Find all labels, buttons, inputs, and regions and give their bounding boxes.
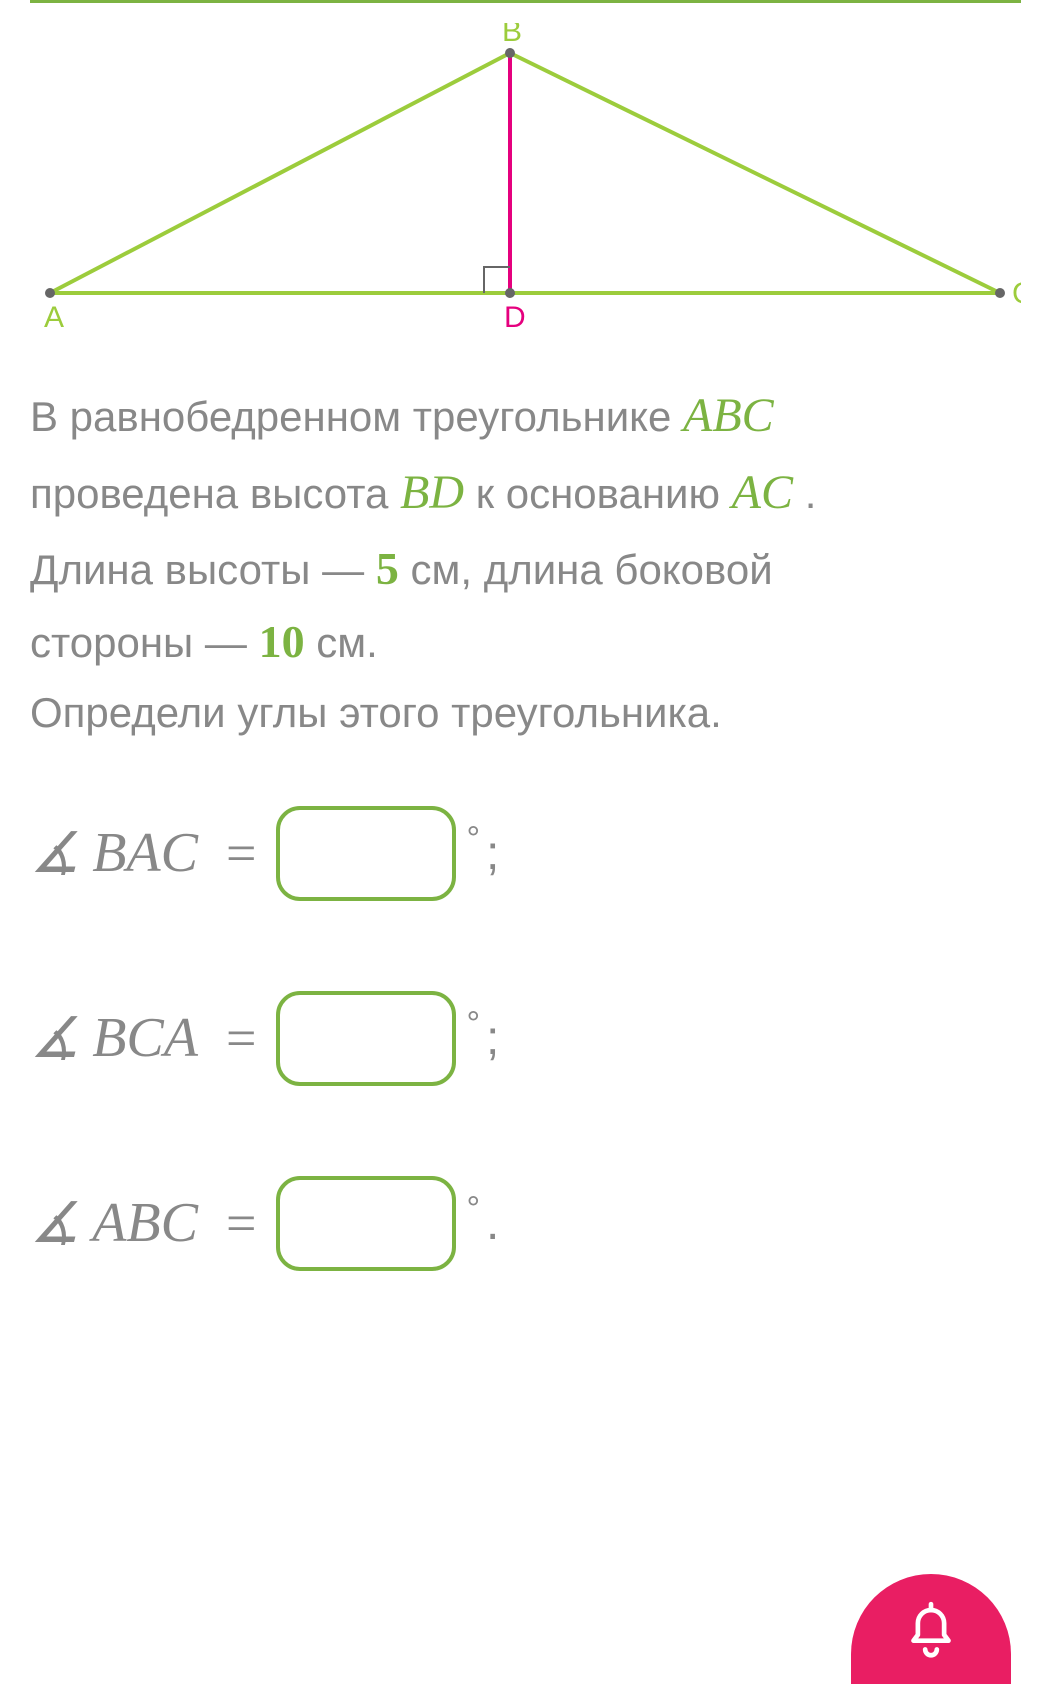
segment-BD: BD: [400, 466, 464, 519]
angle-bac-input[interactable]: [276, 806, 456, 901]
degree-symbol: °: [466, 1005, 480, 1044]
degree-symbol: °: [466, 820, 480, 859]
text-fragment: проведена высота: [30, 470, 400, 517]
problem-statement: В равнобедренном треугольнике ABC провед…: [30, 378, 1021, 746]
answer-row-bca: ∡ BCA = ° ;: [30, 991, 1021, 1086]
side-value: 10: [259, 616, 305, 667]
text-fragment: .: [805, 470, 817, 517]
text-fragment: см, длина боковой: [410, 546, 772, 593]
angle-name-bca: BCA: [92, 1006, 198, 1070]
angle-symbol: ∡: [30, 1191, 80, 1256]
triangle-name-ABC: ABC: [683, 389, 774, 442]
angle-symbol: ∡: [30, 1006, 80, 1071]
angle-bca-input[interactable]: [276, 991, 456, 1086]
triangle-diagram: A B C D: [30, 23, 1021, 338]
punct: ;: [486, 1011, 499, 1066]
answer-row-bac: ∡ BAC = ° ;: [30, 806, 1021, 901]
svg-text:C: C: [1012, 277, 1021, 310]
equals-sign: =: [226, 1007, 256, 1069]
svg-text:A: A: [44, 301, 64, 333]
text-fragment: к основанию: [476, 470, 732, 517]
height-value: 5: [376, 543, 399, 594]
angle-name-bac: BAC: [92, 821, 198, 885]
angle-symbol: ∡: [30, 821, 80, 886]
top-divider: [30, 0, 1021, 3]
geometry-svg: A B C D: [30, 23, 1021, 333]
bell-icon: [896, 1594, 966, 1664]
equals-sign: =: [226, 822, 256, 884]
svg-text:B: B: [502, 23, 522, 48]
notifications-fab[interactable]: [851, 1574, 1011, 1684]
svg-text:D: D: [504, 301, 526, 333]
text-fragment: Определи углы этого треугольника.: [30, 689, 722, 736]
text-fragment: В равнобедренном треугольнике: [30, 393, 683, 440]
angle-abc-input[interactable]: [276, 1176, 456, 1271]
text-fragment: см.: [316, 619, 378, 666]
answer-row-abc: ∡ ABC = ° .: [30, 1176, 1021, 1271]
segment-AC: AC: [732, 466, 793, 519]
punct: ;: [486, 826, 499, 881]
text-fragment: стороны —: [30, 619, 259, 666]
degree-symbol: °: [466, 1190, 480, 1229]
angle-name-abc: ABC: [92, 1191, 198, 1255]
equals-sign: =: [226, 1192, 256, 1254]
punct: .: [486, 1196, 499, 1251]
text-fragment: Длина высоты —: [30, 546, 376, 593]
